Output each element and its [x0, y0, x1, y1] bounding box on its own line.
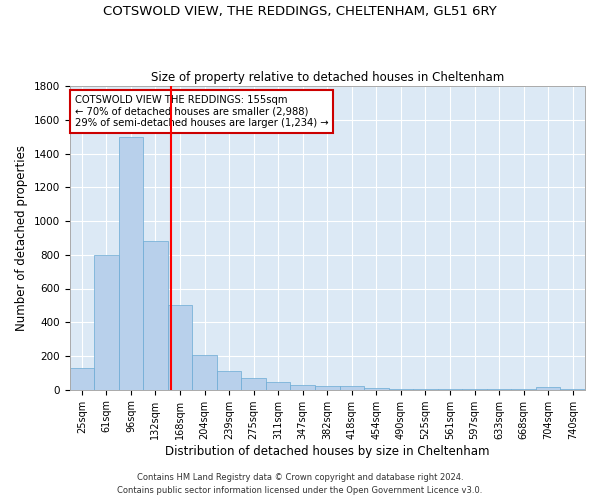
Bar — [560, 389, 585, 390]
Bar — [241, 378, 266, 390]
Bar — [143, 242, 168, 390]
Bar — [487, 389, 511, 390]
Bar — [192, 355, 217, 390]
Bar — [413, 389, 438, 390]
Bar — [168, 306, 192, 390]
Bar — [511, 389, 536, 390]
Bar — [340, 386, 364, 390]
Bar — [438, 389, 462, 390]
Bar — [389, 389, 413, 390]
Text: COTSWOLD VIEW THE REDDINGS: 155sqm
← 70% of detached houses are smaller (2,988)
: COTSWOLD VIEW THE REDDINGS: 155sqm ← 70%… — [74, 95, 328, 128]
X-axis label: Distribution of detached houses by size in Cheltenham: Distribution of detached houses by size … — [165, 444, 490, 458]
Bar — [266, 382, 290, 390]
Text: Contains HM Land Registry data © Crown copyright and database right 2024.
Contai: Contains HM Land Registry data © Crown c… — [118, 474, 482, 495]
Bar — [364, 388, 389, 390]
Bar — [70, 368, 94, 390]
Title: Size of property relative to detached houses in Cheltenham: Size of property relative to detached ho… — [151, 70, 504, 84]
Text: COTSWOLD VIEW, THE REDDINGS, CHELTENHAM, GL51 6RY: COTSWOLD VIEW, THE REDDINGS, CHELTENHAM,… — [103, 5, 497, 18]
Bar — [217, 371, 241, 390]
Y-axis label: Number of detached properties: Number of detached properties — [15, 145, 28, 331]
Bar — [315, 386, 340, 390]
Bar — [462, 389, 487, 390]
Bar — [536, 387, 560, 390]
Bar — [290, 384, 315, 390]
Bar — [119, 136, 143, 390]
Bar — [94, 255, 119, 390]
